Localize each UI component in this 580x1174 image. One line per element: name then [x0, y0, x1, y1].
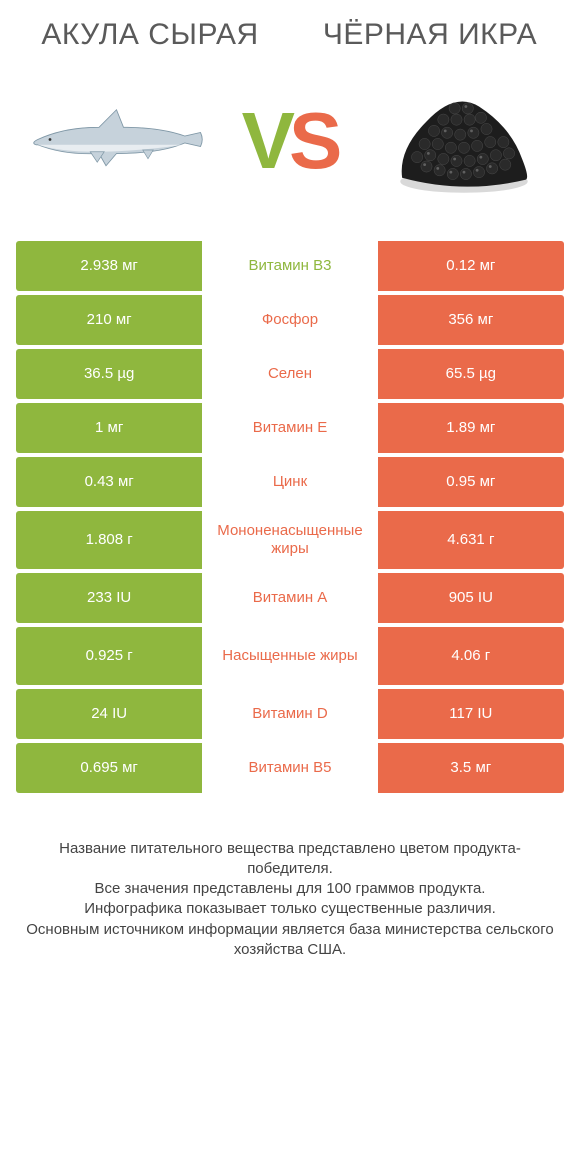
nutrient-label-cell: Витамин A [202, 573, 377, 623]
right-value-cell: 356 мг [378, 295, 564, 345]
vs-label: VS [242, 101, 339, 181]
header: АКУЛА СЫРАЯ ЧЁРНАЯ ИКРА [16, 18, 564, 53]
left-product-image [26, 81, 206, 201]
left-value-cell: 1.808 г [16, 511, 202, 569]
footer-line: Основным источником информации является … [26, 920, 554, 961]
right-value-cell: 1.89 мг [378, 403, 564, 453]
right-value-cell: 0.12 мг [378, 241, 564, 291]
vs-s: S [289, 101, 338, 181]
hero-row: VS [16, 81, 564, 201]
nutrient-label-cell: Фосфор [202, 295, 377, 345]
left-value-cell: 0.695 мг [16, 743, 202, 793]
caviar-icon [389, 84, 539, 197]
table-row: 210 мгФосфор356 мг [16, 295, 564, 345]
left-value-cell: 233 IU [16, 573, 202, 623]
right-value-cell: 4.631 г [378, 511, 564, 569]
nutrient-label-cell: Витамин B3 [202, 241, 377, 291]
table-row: 0.695 мгВитамин B53.5 мг [16, 743, 564, 793]
left-value-cell: 0.43 мг [16, 457, 202, 507]
left-value-cell: 210 мг [16, 295, 202, 345]
table-row: 24 IUВитамин D117 IU [16, 689, 564, 739]
left-value-cell: 1 мг [16, 403, 202, 453]
left-product-title: АКУЛА СЫРАЯ [40, 18, 260, 53]
right-value-cell: 0.95 мг [378, 457, 564, 507]
left-value-cell: 0.925 г [16, 627, 202, 685]
right-value-cell: 4.06 г [378, 627, 564, 685]
nutrient-label-cell: Мононенасыщенные жиры [202, 511, 377, 569]
right-product-title: ЧЁРНАЯ ИКРА [320, 18, 540, 53]
left-value-cell: 2.938 мг [16, 241, 202, 291]
right-value-cell: 3.5 мг [378, 743, 564, 793]
nutrient-label-cell: Витамин E [202, 403, 377, 453]
right-product-image [374, 81, 554, 201]
nutrient-label-cell: Цинк [202, 457, 377, 507]
right-value-cell: 905 IU [378, 573, 564, 623]
table-row: 233 IUВитамин A905 IU [16, 573, 564, 623]
vs-v: V [242, 101, 291, 181]
table-row: 0.925 гНасыщенные жиры4.06 г [16, 627, 564, 685]
page: АКУЛА СЫРАЯ ЧЁРНАЯ ИКРА VS [0, 0, 580, 1174]
right-value-cell: 117 IU [378, 689, 564, 739]
footer-line: Все значения представлены для 100 граммо… [26, 879, 554, 899]
footer-line: Инфографика показывает только существенн… [26, 899, 554, 919]
shark-icon [29, 101, 204, 180]
nutrient-label-cell: Витамин D [202, 689, 377, 739]
nutrient-label-cell: Насыщенные жиры [202, 627, 377, 685]
footer-notes: Название питательного вещества представл… [16, 839, 564, 961]
footer-line: Название питательного вещества представл… [26, 839, 554, 880]
table-row: 0.43 мгЦинк0.95 мг [16, 457, 564, 507]
right-value-cell: 65.5 µg [378, 349, 564, 399]
comparison-table: 2.938 мгВитамин B30.12 мг210 мгФосфор356… [16, 241, 564, 793]
nutrient-label-cell: Витамин B5 [202, 743, 377, 793]
table-row: 1 мгВитамин E1.89 мг [16, 403, 564, 453]
left-value-cell: 24 IU [16, 689, 202, 739]
table-row: 36.5 µgСелен65.5 µg [16, 349, 564, 399]
table-row: 1.808 гМононенасыщенные жиры4.631 г [16, 511, 564, 569]
table-row: 2.938 мгВитамин B30.12 мг [16, 241, 564, 291]
left-value-cell: 36.5 µg [16, 349, 202, 399]
nutrient-label-cell: Селен [202, 349, 377, 399]
